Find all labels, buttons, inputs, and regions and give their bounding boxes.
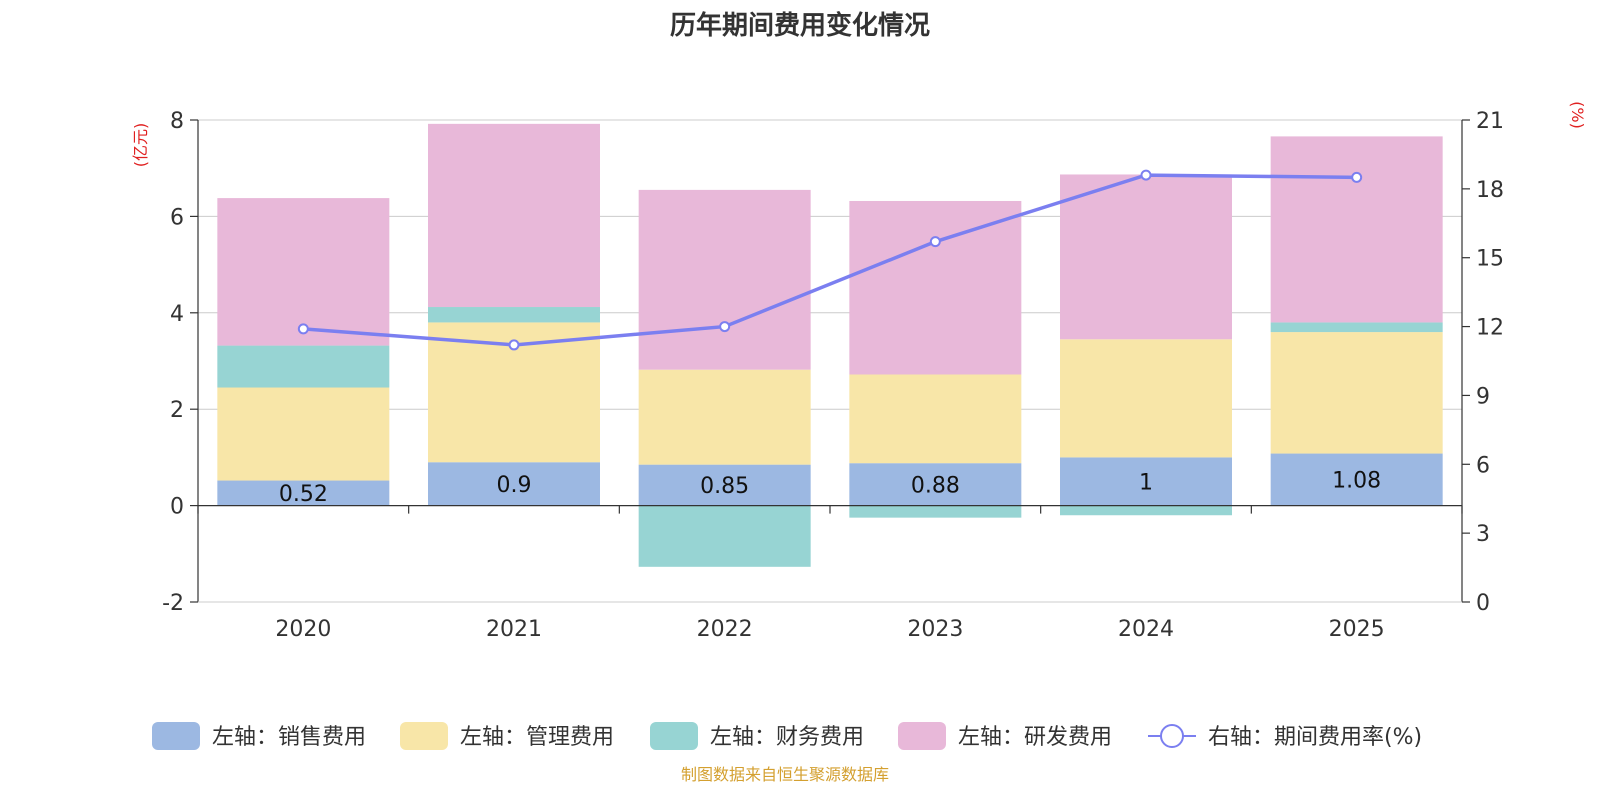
right-tick-label: 18 <box>1476 178 1504 203</box>
legend-swatch <box>152 722 200 750</box>
rnd-bar <box>1060 174 1232 340</box>
left-tick-label: -2 <box>162 591 184 616</box>
rate-point <box>1351 171 1363 183</box>
legend-item[interactable]: 左轴：财务费用 <box>650 722 864 750</box>
sales-value-label: 0.85 <box>700 474 749 499</box>
right-tick-label: 12 <box>1476 316 1504 341</box>
right-tick-label: 3 <box>1476 522 1490 547</box>
axes <box>190 119 1470 603</box>
sales-bar <box>217 480 390 506</box>
finance-bar <box>217 345 390 388</box>
right-tick-label: 9 <box>1476 384 1490 409</box>
rnd-bar <box>638 189 811 370</box>
x-tick-label: 2021 <box>486 617 542 642</box>
legend-swatch <box>650 722 698 750</box>
legend-swatch <box>898 722 946 750</box>
legend-item[interactable]: 右轴：期间费用率(%) <box>1148 724 1422 750</box>
x-tick-label: 2022 <box>697 617 753 642</box>
bar-labels: 0.52 0.9 0.85 0.88 1 1.08 <box>279 469 1381 507</box>
right-tick-labels: 21 18 15 12 9 6 3 0 <box>1476 109 1504 616</box>
finance-bar <box>849 505 1022 518</box>
rate-point <box>508 339 520 351</box>
sales-bar <box>1270 453 1443 506</box>
x-tick-label: 2020 <box>275 617 331 642</box>
legend-label: 左轴：管理费用 <box>460 725 614 750</box>
legend-item[interactable]: 左轴：研发费用 <box>898 722 1112 750</box>
rate-point <box>297 323 309 335</box>
right-tick-label: 15 <box>1476 247 1504 272</box>
finance-bar <box>638 505 811 567</box>
finance-bar <box>1060 505 1232 516</box>
bars <box>217 123 1443 567</box>
sales-value-label: 0.9 <box>497 473 532 498</box>
right-tick-label: 21 <box>1476 109 1504 134</box>
admin-bar <box>638 369 811 465</box>
sales-value-label: 1 <box>1139 471 1153 496</box>
left-tick-label: 0 <box>170 495 184 520</box>
left-tick-label: 4 <box>170 302 184 327</box>
x-tick-label: 2023 <box>907 617 963 642</box>
legend-label: 右轴：期间费用率(%) <box>1208 725 1422 750</box>
legend-item[interactable]: 左轴：销售费用 <box>152 722 366 750</box>
rnd-bar <box>428 123 600 308</box>
admin-bar <box>1270 332 1443 454</box>
chart-title: 历年期间费用变化情况 <box>670 10 930 41</box>
legend-label: 左轴：研发费用 <box>958 725 1112 750</box>
x-tick-label: 2025 <box>1329 617 1385 642</box>
left-tick-labels: 8 6 4 2 0 -2 <box>162 109 184 616</box>
rate-point <box>929 236 941 248</box>
legend-circle-swatch <box>1160 724 1184 748</box>
rate-line <box>297 169 1363 351</box>
right-axis-unit: (%) <box>1568 101 1587 129</box>
rnd-bar <box>1270 136 1443 323</box>
x-tick-label: 2024 <box>1118 617 1174 642</box>
rnd-bar <box>849 200 1022 375</box>
legend-item[interactable]: 左轴：管理费用 <box>400 722 614 750</box>
source-note: 制图数据来自恒生聚源数据库 <box>681 765 889 784</box>
left-tick-label: 8 <box>170 109 184 134</box>
left-tick-label: 2 <box>170 398 184 423</box>
legend-label: 左轴：财务费用 <box>710 725 864 750</box>
rate-point <box>1140 169 1152 181</box>
right-tick-label: 6 <box>1476 453 1490 478</box>
finance-bar <box>1270 322 1443 333</box>
admin-bar <box>849 374 1022 464</box>
rnd-bar <box>217 198 390 346</box>
sales-bar <box>638 464 811 506</box>
admin-bar <box>1060 339 1232 458</box>
legend-label: 左轴：销售费用 <box>212 725 366 750</box>
left-axis-unit: (亿元) <box>131 123 150 168</box>
rate-polyline <box>303 173 1357 347</box>
rate-point <box>719 321 731 333</box>
sales-value-label: 0.52 <box>279 482 328 507</box>
sales-bar <box>849 463 1022 506</box>
sales-value-label: 1.08 <box>1332 469 1381 494</box>
sales-bar <box>1060 457 1232 506</box>
legend[interactable]: 左轴：销售费用 左轴：管理费用 左轴：财务费用 左轴：研发费用 右轴：期间费用率(%) <box>152 722 1422 750</box>
admin-bar <box>217 387 390 481</box>
sales-value-label: 0.88 <box>911 473 960 498</box>
legend-swatch <box>400 722 448 750</box>
right-tick-label: 0 <box>1476 591 1490 616</box>
x-tick-labels: 2020 2021 2022 2023 2024 2025 <box>275 617 1384 642</box>
left-tick-label: 6 <box>170 205 184 230</box>
sales-bar <box>428 462 600 506</box>
finance-bar <box>428 307 600 323</box>
